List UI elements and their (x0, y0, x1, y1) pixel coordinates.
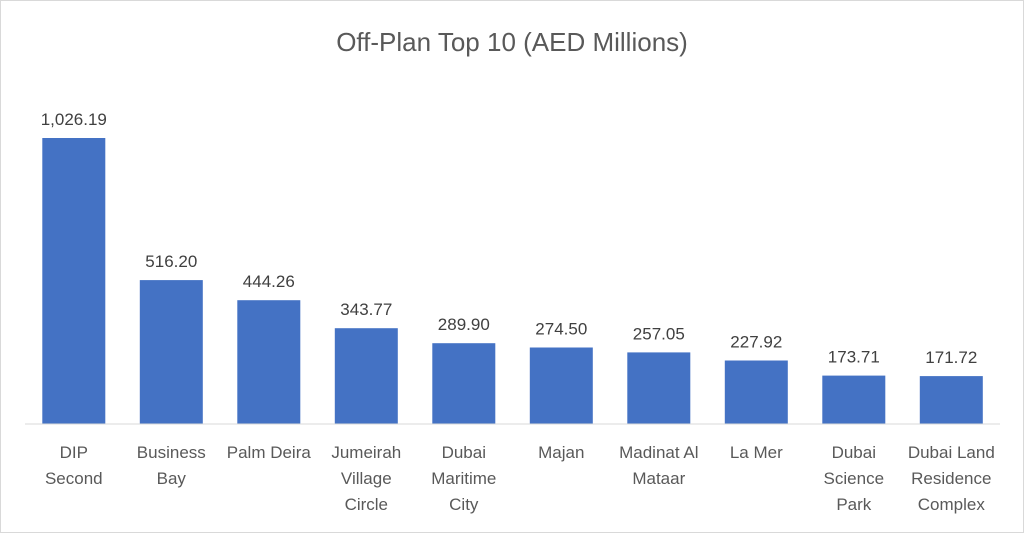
bar-7 (724, 360, 788, 424)
category-label-1: Business Bay (137, 443, 206, 488)
category-label-line: Complex (918, 495, 986, 514)
category-label-line: Dubai (442, 443, 486, 462)
category-label-line: Mataar (632, 469, 685, 488)
data-label-8: 173.71 (828, 348, 880, 367)
category-label-line: Madinat Al (619, 443, 698, 462)
data-label-5: 274.50 (535, 320, 587, 339)
data-label-4: 289.90 (438, 315, 490, 334)
data-label-2: 444.26 (243, 272, 295, 291)
category-label-line: Palm Deira (227, 443, 312, 462)
category-label-line: Jumeirah (331, 443, 401, 462)
bar-0 (42, 138, 106, 424)
chart-title: Off-Plan Top 10 (AED Millions) (336, 27, 688, 57)
category-label-line: DIP (60, 443, 88, 462)
category-label-line: Dubai (832, 443, 876, 462)
category-label-line: Park (836, 495, 871, 514)
category-label-line: La Mer (730, 443, 783, 462)
data-label-1: 516.20 (145, 252, 197, 271)
data-label-3: 343.77 (340, 300, 392, 319)
category-label-9: Dubai Land Residence Complex (908, 443, 995, 514)
category-label-5: Majan (538, 443, 584, 462)
bar-1 (139, 280, 203, 424)
bar-2 (237, 300, 301, 424)
category-label-line: Circle (345, 495, 388, 514)
data-label-7: 227.92 (730, 333, 782, 352)
category-label-4: Dubai Maritime City (431, 443, 496, 514)
category-label-line: Maritime (431, 469, 496, 488)
category-label-line: Bay (157, 469, 187, 488)
data-label-6: 257.05 (633, 324, 685, 343)
category-label-line: Dubai Land (908, 443, 995, 462)
category-label-line: Business (137, 443, 206, 462)
data-label-0: 1,026.19 (41, 110, 107, 129)
category-label-line: Science (824, 469, 884, 488)
category-label-0: DIP Second (45, 443, 103, 488)
bar-3 (334, 328, 398, 424)
bars-group (42, 138, 983, 424)
category-label-7: La Mer (730, 443, 783, 462)
category-label-line: Second (45, 469, 103, 488)
bar-9 (919, 376, 983, 424)
category-labels-group: DIP Second Business Bay Palm Deira Jumeirah Vi… (45, 443, 995, 514)
bar-4 (432, 343, 496, 424)
category-label-line: Majan (538, 443, 584, 462)
bar-8 (822, 375, 886, 424)
category-label-line: Village (341, 469, 392, 488)
category-label-3: Jumeirah Village Circle (331, 443, 401, 514)
category-label-line: Residence (911, 469, 991, 488)
bar-6 (627, 352, 691, 424)
data-label-9: 171.72 (925, 348, 977, 367)
category-label-8: Dubai Science Park (824, 443, 884, 514)
category-label-6: Madinat Al Mataar (619, 443, 698, 488)
category-label-line: City (449, 495, 479, 514)
category-label-2: Palm Deira (227, 443, 312, 462)
data-labels-group: 1,026.19 516.20 444.26 343.77 289.90 274.50 25… (41, 110, 978, 367)
bar-5 (529, 347, 593, 424)
